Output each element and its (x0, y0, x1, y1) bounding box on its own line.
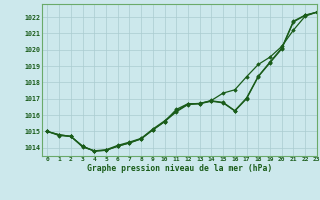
X-axis label: Graphe pression niveau de la mer (hPa): Graphe pression niveau de la mer (hPa) (87, 164, 272, 173)
